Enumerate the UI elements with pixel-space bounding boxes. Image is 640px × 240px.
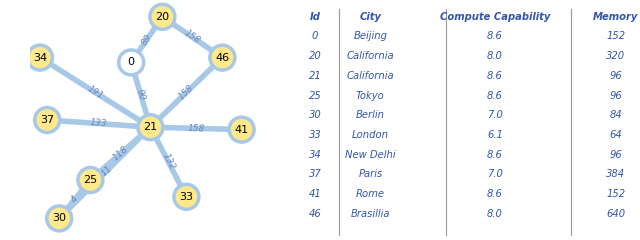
Text: 84: 84 — [609, 110, 622, 120]
Text: 320: 320 — [606, 51, 625, 61]
Text: 152: 152 — [606, 31, 625, 42]
Text: 96: 96 — [609, 90, 622, 101]
Text: 132: 132 — [161, 152, 177, 172]
Text: 158: 158 — [177, 83, 196, 102]
Text: 46: 46 — [215, 53, 230, 63]
Circle shape — [35, 108, 60, 132]
Text: 64: 64 — [609, 130, 622, 140]
Text: 118: 118 — [111, 144, 130, 163]
Text: Brasillia: Brasillia — [351, 209, 390, 219]
Text: 96: 96 — [609, 71, 622, 81]
Text: London: London — [352, 130, 389, 140]
Text: Rome: Rome — [356, 189, 385, 199]
Text: 25: 25 — [308, 90, 321, 101]
Text: New Delhi: New Delhi — [345, 150, 396, 160]
Circle shape — [174, 184, 199, 209]
Text: 25: 25 — [83, 175, 97, 185]
Text: 4: 4 — [70, 194, 80, 204]
Text: 0: 0 — [312, 31, 318, 42]
Text: 141: 141 — [95, 163, 114, 182]
Text: 133: 133 — [90, 119, 108, 129]
Circle shape — [78, 168, 103, 192]
Text: 90: 90 — [135, 88, 147, 102]
Text: 8.6: 8.6 — [487, 71, 503, 81]
Text: California: California — [347, 71, 394, 81]
Text: 6.1: 6.1 — [487, 130, 503, 140]
Text: Berlin: Berlin — [356, 110, 385, 120]
Text: Beijing: Beijing — [353, 31, 387, 42]
Text: Tokyo: Tokyo — [356, 90, 385, 101]
Text: 41: 41 — [308, 189, 321, 199]
Text: 0: 0 — [128, 57, 134, 67]
Text: Memory: Memory — [593, 12, 639, 22]
Text: 37: 37 — [40, 115, 54, 125]
Circle shape — [119, 50, 143, 75]
Circle shape — [138, 115, 163, 140]
Text: 33: 33 — [308, 130, 321, 140]
Circle shape — [47, 206, 72, 231]
Text: California: California — [347, 51, 394, 61]
Text: 96: 96 — [609, 150, 622, 160]
Text: 20: 20 — [156, 12, 170, 22]
Text: 33: 33 — [179, 192, 193, 202]
Text: 8.0: 8.0 — [487, 51, 503, 61]
Text: 21: 21 — [308, 71, 321, 81]
Circle shape — [150, 4, 175, 29]
Text: 384: 384 — [606, 169, 625, 179]
Text: 8.0: 8.0 — [487, 209, 503, 219]
Text: 8.6: 8.6 — [487, 90, 503, 101]
Text: 34: 34 — [308, 150, 321, 160]
Text: 152: 152 — [606, 189, 625, 199]
Text: City: City — [360, 12, 381, 22]
Text: 37: 37 — [308, 169, 321, 179]
Text: 30: 30 — [52, 213, 66, 223]
Text: Id: Id — [310, 12, 321, 22]
Text: 158: 158 — [183, 29, 202, 46]
Text: Paris: Paris — [358, 169, 383, 179]
Text: 8.6: 8.6 — [487, 150, 503, 160]
Text: 30: 30 — [308, 110, 321, 120]
Text: 21: 21 — [143, 122, 157, 132]
Text: 8.6: 8.6 — [487, 189, 503, 199]
Text: 34: 34 — [33, 53, 47, 63]
Text: 7.0: 7.0 — [487, 169, 503, 179]
Text: 89: 89 — [140, 32, 154, 47]
Text: 20: 20 — [308, 51, 321, 61]
Text: 7.0: 7.0 — [487, 110, 503, 120]
Text: 41: 41 — [234, 125, 249, 135]
Circle shape — [229, 117, 254, 142]
Text: 640: 640 — [606, 209, 625, 219]
Text: 158: 158 — [188, 124, 205, 133]
Text: Compute Capability: Compute Capability — [440, 12, 550, 22]
Text: 8.6: 8.6 — [487, 31, 503, 42]
Circle shape — [210, 45, 235, 70]
Text: 46: 46 — [308, 209, 321, 219]
Circle shape — [28, 45, 52, 70]
Text: 191: 191 — [86, 84, 105, 101]
